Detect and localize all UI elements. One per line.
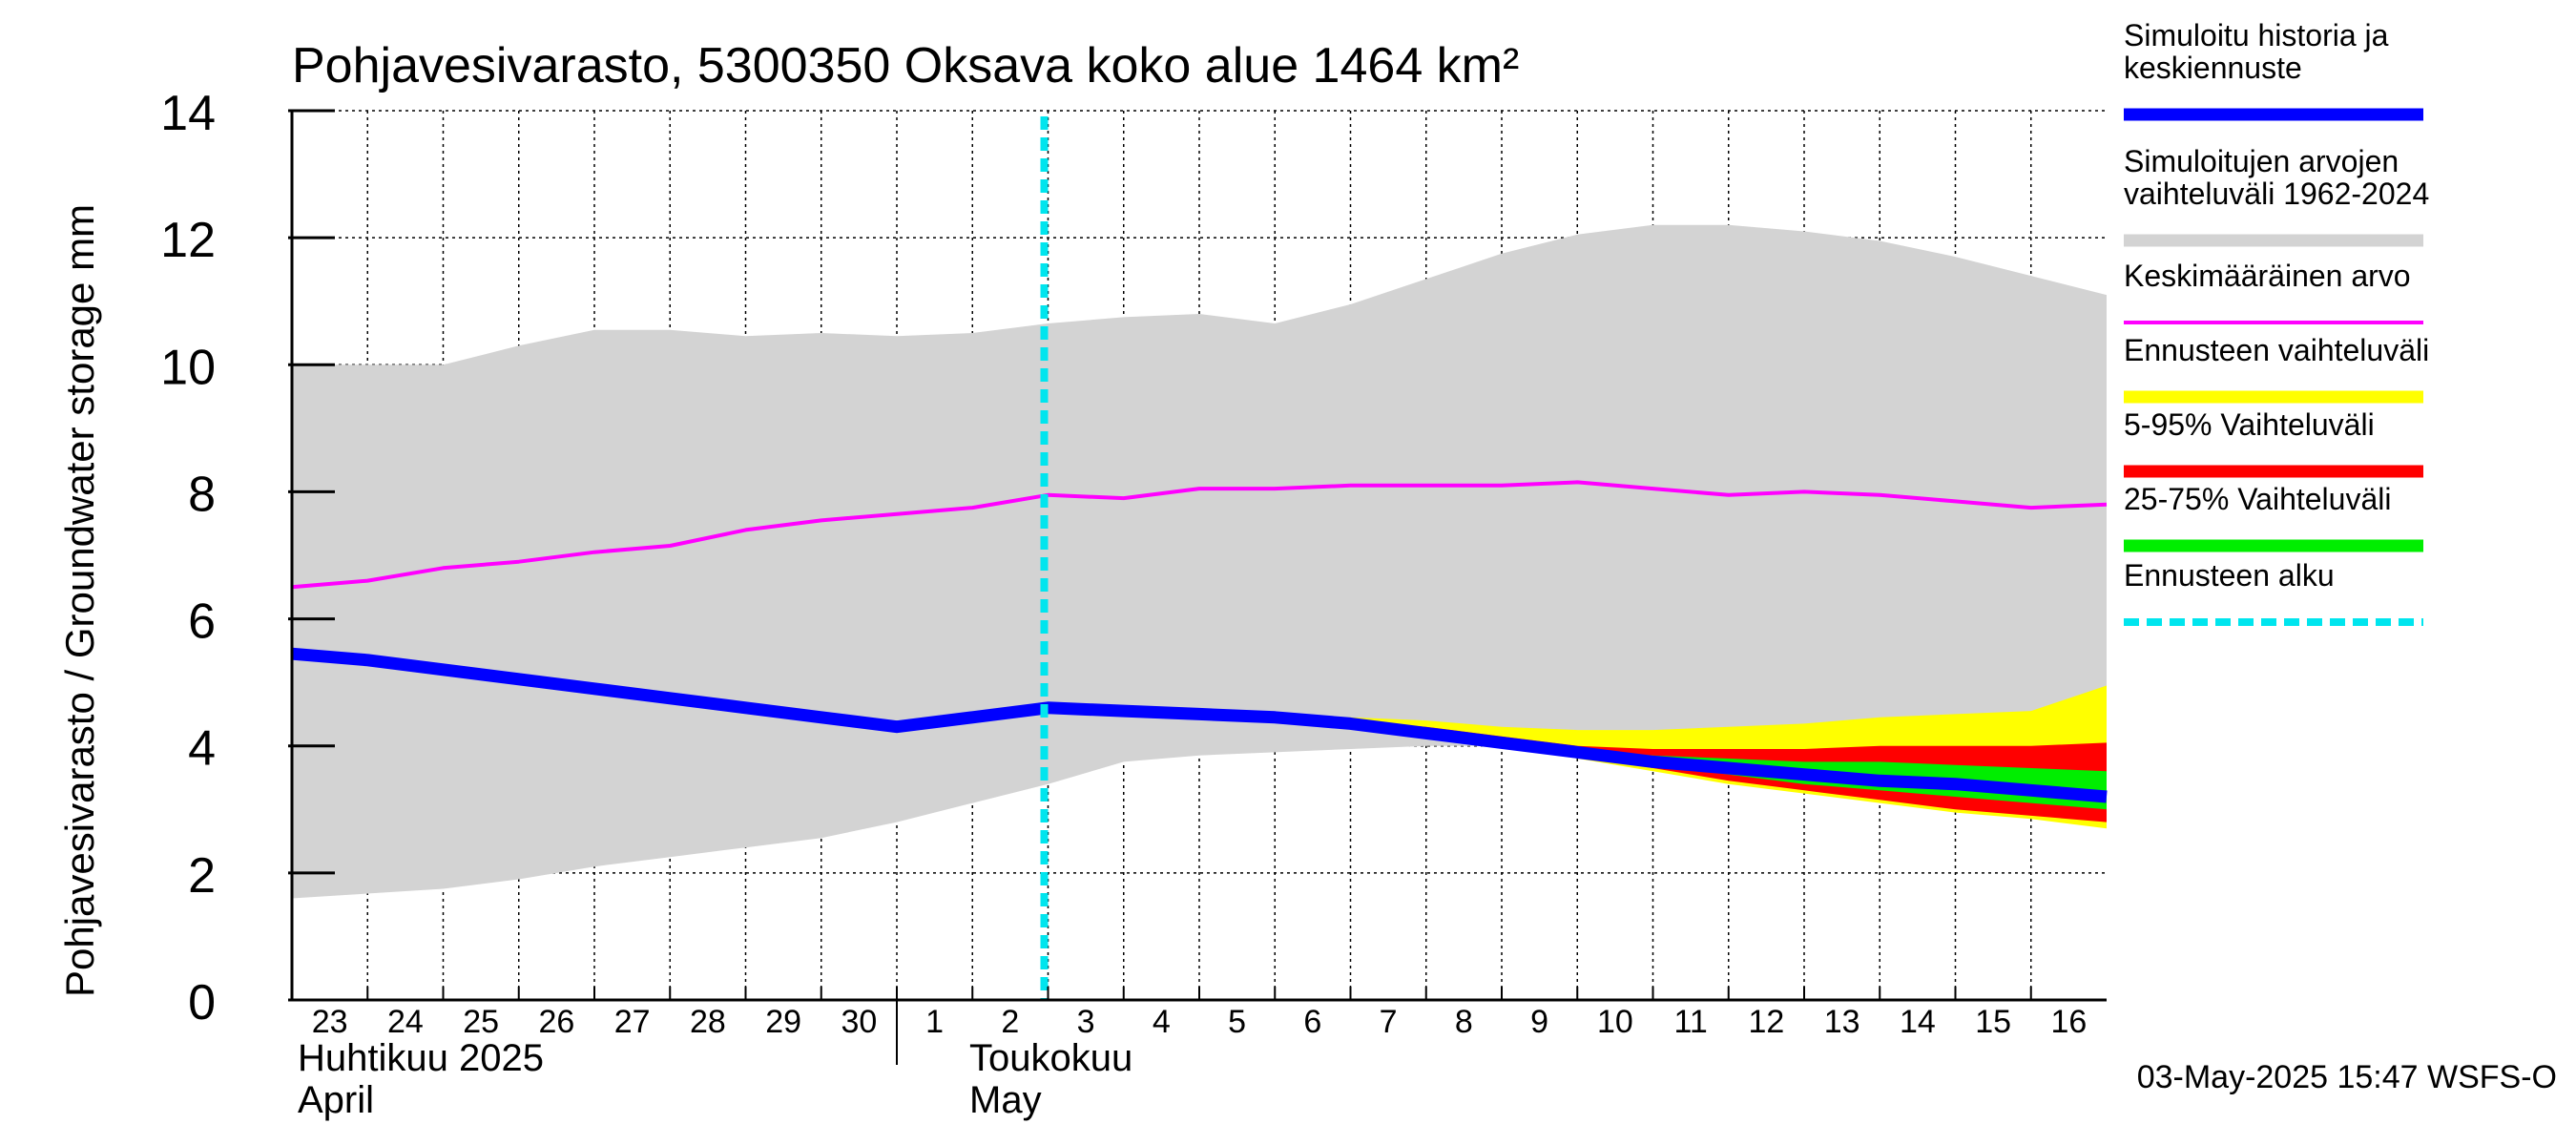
x-tick-label: 6 — [1303, 1004, 1321, 1040]
x-tick-label: 1 — [925, 1004, 944, 1040]
chart-title: Pohjavesivarasto, 5300350 Oksava koko al… — [292, 38, 1519, 94]
legend-label: keskiennuste — [2124, 51, 2302, 85]
x-tick-label: 26 — [538, 1004, 574, 1040]
legend-label: 25-75% Vaihteluväli — [2124, 482, 2391, 516]
x-tick-label: 7 — [1380, 1004, 1398, 1040]
series-lines — [291, 116, 2108, 1000]
y-tick-label: 4 — [188, 721, 216, 777]
x-tick-label: 16 — [2050, 1004, 2087, 1040]
month-label-fi: Huhtikuu 2025 — [298, 1037, 544, 1079]
x-tick-label: 9 — [1530, 1004, 1548, 1040]
month-label-en: April — [298, 1079, 374, 1121]
x-tick-label: 23 — [312, 1004, 348, 1040]
p5-95-band — [1048, 707, 2107, 822]
y-tick-label: 6 — [188, 594, 216, 650]
x-tick-label: 14 — [1900, 1004, 1936, 1040]
month-label-en: May — [969, 1079, 1042, 1121]
simulated-median-line — [291, 647, 2108, 803]
x-tick-label: 27 — [614, 1004, 651, 1040]
legend-label: 5-95% Vaihteluväli — [2124, 407, 2375, 442]
y-tick-label: 0 — [188, 975, 216, 1030]
x-tick-label: 30 — [841, 1004, 877, 1040]
historical-range-band — [292, 224, 2107, 899]
x-tick-label: 29 — [765, 1004, 801, 1040]
y-tick-label: 2 — [188, 848, 216, 904]
x-tick-label: 28 — [690, 1004, 726, 1040]
legend-label: Keskimääräinen arvo — [2124, 259, 2411, 293]
y-tick-label: 14 — [160, 86, 216, 141]
x-tick-label: 8 — [1455, 1004, 1473, 1040]
legend-label: Simuloitu historia ja — [2124, 18, 2389, 52]
y-tick-label: 10 — [160, 340, 216, 395]
x-tick-label: 4 — [1153, 1004, 1171, 1040]
timestamp: 03-May-2025 15:47 WSFS-O — [2137, 1059, 2557, 1095]
x-tick-label: 10 — [1597, 1004, 1633, 1040]
y-axis-label: Pohjavesivarasto / Groundwater storage m… — [57, 204, 102, 997]
x-tick-label: 11 — [1673, 1004, 1707, 1040]
x-tick-label: 5 — [1228, 1004, 1246, 1040]
legend-label: Ennusteen alku — [2124, 558, 2335, 593]
y-tick-label: 12 — [160, 213, 216, 268]
legend-label: Simuloitujen arvojen — [2124, 144, 2399, 178]
x-tick-label: 12 — [1748, 1004, 1784, 1040]
legend-label: Ennusteen vaihteluväli — [2124, 333, 2429, 367]
x-tick-label: 24 — [387, 1004, 424, 1040]
x-tick-label: 2 — [1001, 1004, 1019, 1040]
x-tick-label: 25 — [463, 1004, 499, 1040]
x-tick-label: 3 — [1077, 1004, 1095, 1040]
y-tick-label: 8 — [188, 467, 216, 522]
month-label-fi: Toukokuu — [969, 1037, 1132, 1079]
x-tick-label: 15 — [1975, 1004, 2011, 1040]
x-tick-label: 13 — [1824, 1004, 1860, 1040]
legend-label: vaihteluväli 1962-2024 — [2124, 177, 2429, 211]
p25-75-band — [1048, 707, 2107, 810]
mean-value-line — [291, 480, 2108, 590]
